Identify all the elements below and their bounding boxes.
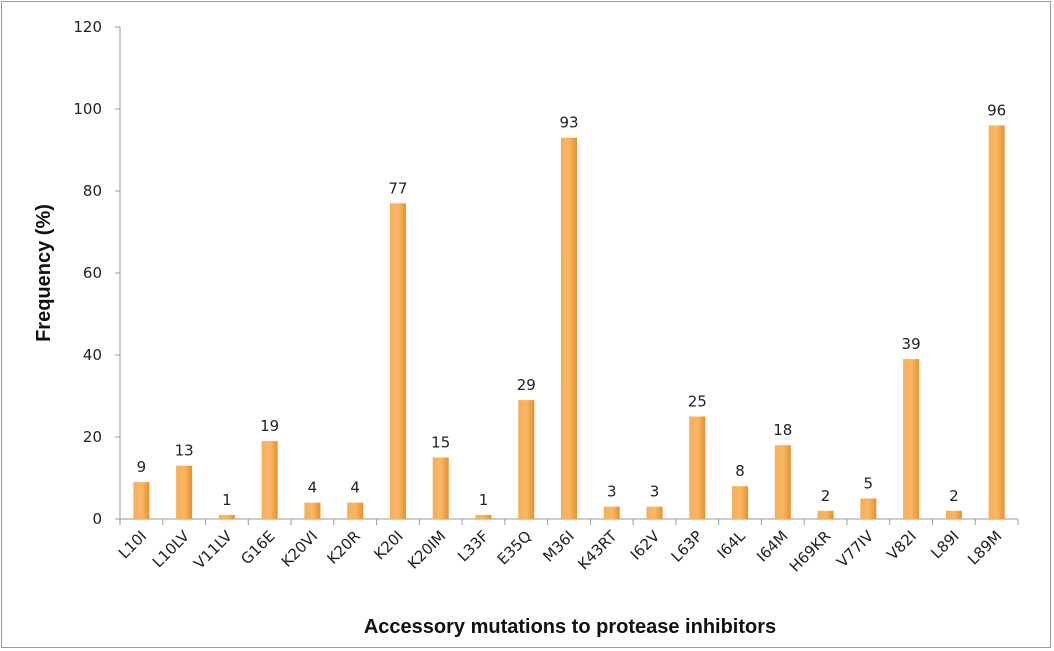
data-label: 2 (949, 487, 959, 505)
bar-V82I (903, 359, 920, 519)
x-tick-label: L10I (115, 527, 150, 562)
bar-K20R (347, 502, 364, 519)
y-tick-label: 20 (83, 428, 102, 446)
x-tick-label: K43RT (574, 527, 621, 574)
bar-K20VI (304, 502, 321, 519)
data-label: 2 (821, 487, 831, 505)
bar-K20IM (432, 457, 449, 519)
x-tick-label: K20VI (278, 527, 322, 571)
data-label: 8 (735, 462, 745, 480)
data-label: 4 (308, 479, 318, 497)
bar-L33F (475, 514, 492, 519)
x-tick-label: K20R (323, 527, 364, 568)
x-tick-label: I64L (714, 527, 750, 563)
data-label: 3 (607, 483, 617, 501)
x-tick-label: L89I (927, 527, 962, 562)
y-tick-label: 60 (83, 264, 102, 282)
bar-L10I (133, 482, 150, 519)
data-label: 13 (175, 442, 194, 460)
bar-I62V (646, 506, 663, 519)
data-label: 19 (260, 417, 279, 435)
data-label: 93 (559, 114, 578, 132)
y-axis-label: Frequency (%) (33, 204, 55, 342)
data-label: 96 (987, 101, 1006, 119)
data-label: 9 (137, 458, 147, 476)
bar-E35Q (518, 400, 535, 519)
data-label: 1 (222, 491, 232, 509)
bar-V11LV (218, 514, 235, 519)
data-label: 5 (864, 475, 874, 493)
data-label: 1 (479, 491, 489, 509)
bar-L10LV (176, 465, 193, 519)
data-label: 18 (773, 421, 792, 439)
x-axis-label: Accessory mutations to protease inhibito… (364, 616, 776, 638)
bar-G16E (261, 441, 278, 519)
bar-K43RT (603, 506, 620, 519)
x-tick-label: K20IM (404, 527, 449, 572)
x-tick-label: I64M (753, 527, 792, 566)
bar-L63P (689, 416, 706, 519)
x-tick-label: L10LV (149, 527, 194, 572)
bar-K20I (389, 203, 406, 520)
x-tick-label: L89M (964, 527, 1005, 568)
y-tick-label: 40 (83, 346, 102, 364)
x-tick-label: H69KR (786, 527, 835, 576)
data-label: 15 (431, 434, 450, 452)
x-tick-label: K20I (370, 527, 406, 563)
x-tick-label: V82I (883, 527, 920, 564)
bar-V77IV (860, 498, 877, 519)
bar-H69KR (817, 510, 834, 519)
bar-L89M (988, 125, 1005, 520)
x-tick-label: G16E (237, 527, 278, 568)
data-label: 4 (350, 479, 360, 497)
y-tick-label: 0 (92, 510, 102, 528)
y-tick-label: 100 (73, 100, 102, 118)
data-label: 3 (650, 483, 660, 501)
x-tick-label: I62V (627, 527, 664, 564)
x-tick-label: V11LV (190, 527, 236, 573)
x-tick-label: L33F (454, 527, 492, 565)
data-label: 77 (388, 179, 407, 197)
x-tick-label: E35Q (494, 527, 535, 568)
data-label: 29 (517, 376, 536, 394)
bar-I64L (732, 486, 749, 519)
data-label: 39 (902, 335, 921, 353)
y-tick-label: 120 (73, 18, 102, 36)
x-tick-label: L63P (668, 527, 707, 566)
bar-I64M (774, 445, 791, 519)
x-tick-label: V77IV (833, 527, 877, 571)
data-label: 25 (688, 393, 707, 411)
y-tick-label: 80 (83, 182, 102, 200)
x-tick-label: M36I (539, 527, 578, 566)
bar-M36I (561, 137, 577, 519)
bar-L89I (945, 510, 962, 519)
